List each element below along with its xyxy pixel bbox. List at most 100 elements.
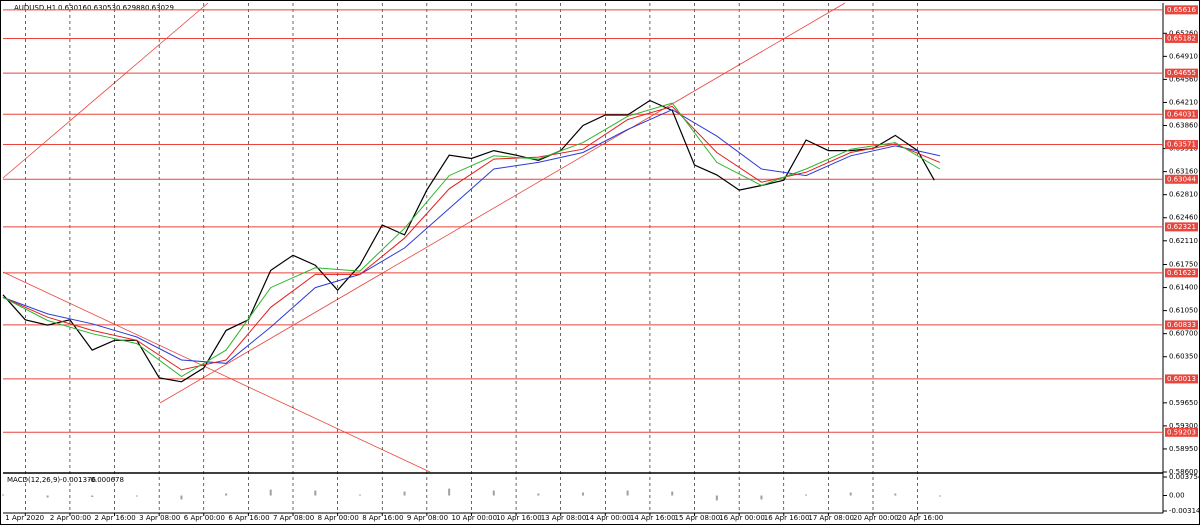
level-label: 0.65616 [1167,6,1196,14]
level-label: 0.65182 [1167,34,1196,42]
y-tick-label: 0.59300 [1169,422,1198,430]
x-tick-label: 8 Apr 16:00 [362,514,403,522]
macd-bar [180,495,183,500]
ohlc-value: 0.63029 [145,4,174,12]
level-label: 0.64655 [1167,69,1196,77]
trendline [2,271,431,473]
trendlines [2,2,846,473]
x-tick-label: 8 Apr 00:00 [318,514,359,522]
level-label: 0.63571 [1167,141,1196,149]
macd-bar [91,495,94,497]
y-tick-label: 0.58950 [1169,445,1198,453]
price-line [2,109,941,364]
y-tick-label: 0.58600 [1169,468,1198,476]
x-tick-label: 14 Apr 00:00 [585,514,631,522]
level-label-bg [1165,174,1198,184]
level-label-bg [1165,140,1198,150]
macd-bar [760,495,763,500]
macd-signal: -0.000678 [88,476,124,484]
trendline [159,2,846,404]
trendline [2,2,209,179]
y-tick-label: 0.61050 [1169,307,1198,315]
y-tick-label: 0.60350 [1169,353,1198,361]
macd-bar [2,494,4,496]
macd-bar [358,494,361,496]
y-tick-label: 0.63860 [1169,122,1198,130]
level-label-bg [1165,268,1198,278]
x-tick-label: 1 Apr 2020 [5,514,44,522]
macd-bar [582,492,584,496]
x-tick-label: 13 Apr 08:00 [541,514,587,522]
x-tick-label: 10 Apr 16:00 [496,514,542,522]
macd-bar [805,494,808,496]
y-tick-label: 0.60700 [1169,330,1198,338]
ohlc-value: 0.63053 [87,4,116,12]
macd-label: MACD(12,26,9) [7,476,60,484]
macd-bar [626,490,629,496]
macd-bar [135,495,138,497]
macd-bar [671,491,674,496]
y-tick-label: 0.62460 [1169,214,1198,222]
macd-bar [537,493,540,496]
y-tick-label: 0.61400 [1169,284,1198,292]
x-tick-label: 6 Apr 16:00 [228,514,269,522]
macd-bar [849,492,852,496]
x-tick-label: 17 Apr 08:00 [808,514,854,522]
level-label-bg [1165,5,1198,15]
y-tick-label: 0.62110 [1169,237,1198,245]
level-label-bg [1165,68,1198,78]
y-tick-label: 0.64910 [1169,52,1198,60]
x-tick-label: 6 Apr 00:00 [184,514,225,522]
x-tick-label: 16 Apr 00:00 [719,514,765,522]
level-label-bg [1165,33,1198,43]
price-line [2,102,941,378]
macd-y-tick-label: 0.003754 [1169,473,1200,481]
level-label: 0.64031 [1167,110,1196,118]
y-tick-label: 0.64560 [1169,75,1198,83]
x-tick-label: 20 Apr 16:00 [898,514,944,522]
y-tick-label: 0.62810 [1169,191,1198,199]
y-tick-label: 0.64210 [1169,98,1198,106]
level-label: 0.62321 [1167,223,1196,231]
macd-bar [938,495,941,497]
level-label: 0.61623 [1167,269,1196,277]
y-tick-label: 0.59650 [1169,399,1198,407]
level-label: 0.59203 [1167,428,1196,436]
x-tick-label: 15 Apr 08:00 [675,514,721,522]
level-label-bg [1165,222,1198,232]
macd-bar [314,490,317,496]
macd-bar [492,490,495,496]
y-tick-label: 0.61750 [1169,261,1198,269]
x-tick-label: 10 Apr 00:00 [451,514,497,522]
level-label: 0.63044 [1167,175,1196,183]
macd-y-tick-label: -0.003141 [1169,507,1200,515]
y-tick-label: 0.63160 [1169,168,1198,176]
ohlc-value: 0.62988 [116,4,145,12]
level-label-bg [1165,427,1198,437]
macd-bar [448,488,451,496]
ohlc-value: 0.63016 [58,4,87,12]
macd-y-tick-label: 0.00 [1169,492,1185,500]
macd-bar [225,493,228,496]
level-label-bg [1165,109,1198,119]
macd-bar [46,495,49,498]
symbol: AUDUSD,H1 [14,4,56,12]
x-tick-label: 7 Apr 08:00 [273,514,314,522]
y-tick-label: 0.65260 [1169,29,1198,37]
macd-bar [269,489,272,496]
level-label: 0.60833 [1167,321,1196,329]
x-tick-label: 2 Apr 00:00 [50,514,91,522]
x-tick-label: 9 Apr 08:00 [407,514,448,522]
level-label: 0.60013 [1167,375,1196,383]
x-tick-label: 2 Apr 16:00 [95,514,136,522]
price-line [2,99,935,383]
macd-bar [894,493,897,496]
x-tick-label: 14 Apr 16:00 [630,514,676,522]
macd-bar [403,491,406,496]
x-tick-label: 20 Apr 00:00 [853,514,899,522]
macd-main: -0.001376 [60,476,96,484]
level-label-bg [1165,374,1198,384]
